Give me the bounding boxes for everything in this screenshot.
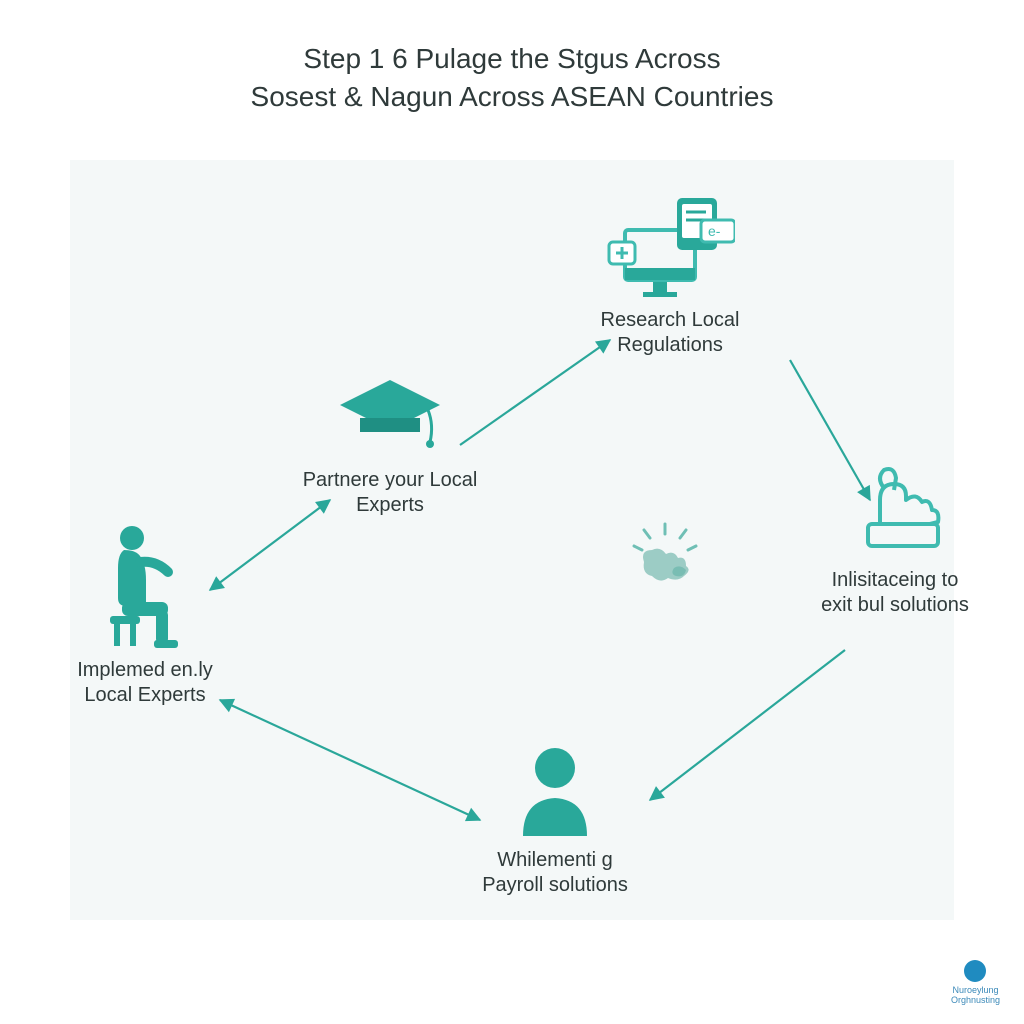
fist-icon (840, 460, 950, 560)
svg-text:e-: e- (708, 223, 721, 239)
node-exit-label1: Inlisitaceing to (832, 569, 959, 591)
watermark: Nuroeylung Orghnusting (951, 960, 1000, 1006)
person-sitting-icon (90, 520, 200, 650)
node-payroll-label2: Payroll solutions (482, 874, 628, 896)
node-partner-label1: Partnere your Local (303, 469, 478, 491)
node-payroll: Whilementi g Payroll solutions (440, 740, 670, 898)
globe-icon (620, 520, 710, 590)
node-research-label2: Regulations (617, 334, 723, 356)
globe-decor (620, 520, 710, 595)
node-implement-label1: Implemed en.ly (77, 659, 213, 681)
node-research-label1: Research Local (601, 309, 740, 331)
node-exit-label2: exit bul solutions (821, 594, 969, 616)
node-implement-label2: Local Experts (84, 684, 205, 706)
node-partner: Partnere your Local Experts (270, 370, 510, 518)
screens-icon: e- (605, 190, 735, 300)
node-implement: Implemed en.ly Local Experts (40, 520, 250, 708)
title-line2: Sosest & Nagun Across ASEAN Countries (251, 81, 774, 112)
node-partner-label2: Experts (356, 494, 424, 516)
title-line1: Step 1 6 Pulage the Stgus Across (303, 43, 720, 74)
node-research: e- Research Local Regulations (560, 190, 780, 358)
watermark-line2: Orghnusting (951, 996, 1000, 1006)
silhouette-icon (505, 740, 605, 840)
watermark-dot-icon (964, 960, 986, 982)
page-title: Step 1 6 Pulage the Stgus Across Sosest … (0, 40, 1024, 116)
node-exit: Inlisitaceing to exit bul solutions (780, 460, 1010, 618)
node-payroll-label1: Whilementi g (497, 849, 613, 871)
gradcap-icon (330, 370, 450, 460)
